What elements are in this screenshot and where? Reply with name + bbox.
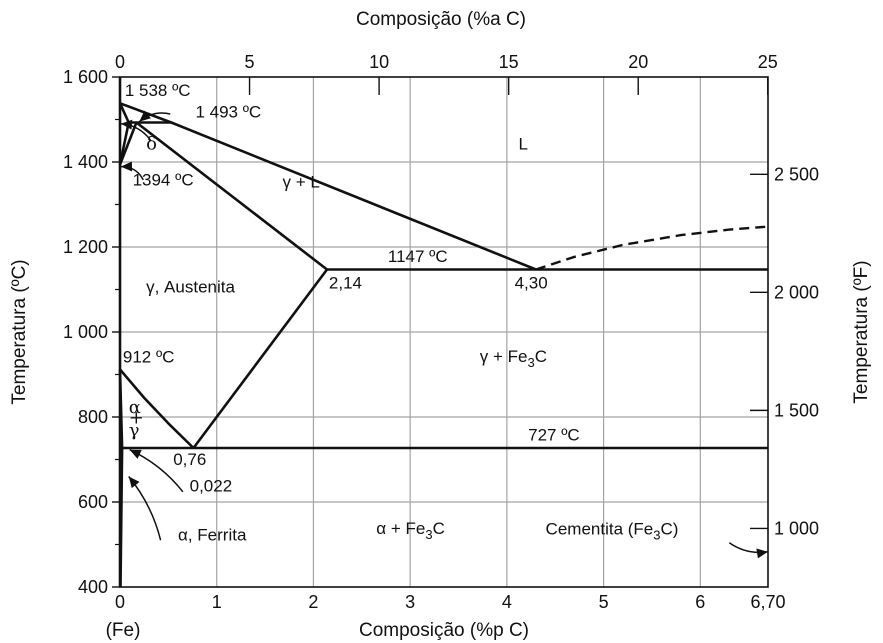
label-text-after: C) (660, 520, 678, 539)
label-text: 2,14 (329, 274, 362, 293)
left-tick-label: 600 (78, 492, 108, 512)
bottom-tick-label: 4 (502, 592, 512, 612)
greek-phase-label: + (129, 407, 144, 428)
arrowhead (756, 548, 768, 559)
liquidus-dashed-line (535, 225, 769, 271)
diagram-label: γ + L (282, 173, 319, 192)
diagram-label: α, Ferrita (178, 525, 247, 544)
diagram-label: 912 ºC (123, 348, 175, 367)
top-tick-label: 15 (499, 52, 519, 72)
label-subscript: 3 (528, 355, 535, 370)
left-tick-label: 1 000 (63, 322, 108, 342)
bottom-axis-title: Composição (%p C) (359, 620, 529, 641)
arrowhead (129, 449, 142, 459)
diagram-label: Cementita (Fe3C) (546, 520, 679, 543)
right-tick-label: 2 000 (774, 282, 819, 302)
bottom-tick-label: 6 (695, 592, 705, 612)
label-subscript: 3 (425, 527, 432, 542)
bottom-tick-label: 3 (405, 592, 415, 612)
bottom-tick-label: 1 (212, 592, 222, 612)
right-tick-label: 1 000 (774, 518, 819, 538)
phase-boundary-line (118, 102, 130, 124)
right-axis-title: Temperatura (ºF) (851, 260, 872, 403)
label-text: γ + Fe (480, 347, 528, 366)
label-text-after: C (535, 347, 547, 366)
diagram-label: α + Fe3C (376, 519, 445, 542)
label-text: γ + L (282, 173, 319, 192)
diagram-label: 0,76 (173, 450, 206, 469)
label-text: γ, Austenita (146, 277, 235, 296)
right-tick-label: 1 500 (774, 400, 819, 420)
phase-boundary-line (118, 122, 138, 166)
diagram-label: 1394 ºC (133, 170, 194, 189)
label-text: 912 ºC (123, 348, 175, 367)
label-text: α + Fe (376, 519, 425, 538)
diagram-label: 1147 ºC (388, 247, 448, 266)
diagram-label: 4,30 (515, 274, 548, 293)
label-text: 0,76 (173, 450, 206, 469)
diagram-label: 2,14 (329, 274, 362, 293)
bottom-tick-label: 6,70 (750, 592, 785, 612)
top-tick-label: 10 (369, 52, 389, 72)
diagram-label: 1 493 ºC (195, 102, 261, 121)
label-text-after: C (433, 519, 445, 538)
grid (120, 77, 768, 587)
phase-boundaries (118, 77, 769, 588)
greek-phase-label: α (129, 397, 141, 418)
label-text: 4,30 (515, 274, 548, 293)
left-tick-label: 800 (78, 407, 108, 427)
diagram-label: 727 ºC (528, 425, 580, 444)
bottom-tick-label: 2 (308, 592, 318, 612)
arrowhead (128, 476, 140, 489)
phase-boundary-line (135, 121, 328, 271)
label-text: Cementita (Fe (546, 520, 654, 539)
label-text: 1 493 ºC (195, 102, 261, 121)
right-tick-label: 2 500 (774, 164, 819, 184)
left-tick-label: 1 200 (63, 237, 108, 257)
tick-labels: 0 1 2 3 4 5 6 6,70 400 600 800 1 000 1 200 1 400 1 600… (63, 52, 819, 612)
region-labels: 1 538 ºC1 493 ºC 1394 ºC Lγ + L 1147 ºC 2,14… (123, 81, 679, 544)
left-tick-label: 1 400 (63, 152, 108, 172)
greek-phase-label: γ (129, 420, 140, 441)
label-subscript: 3 (653, 528, 660, 543)
label-text: 727 ºC (528, 425, 580, 444)
diagram-label: γ + Fe3C (480, 347, 547, 370)
left-tick-label: 400 (78, 577, 108, 597)
top-tick-label: 0 (115, 52, 125, 72)
label-text: 1 538 ºC (125, 81, 191, 100)
left-tick-label: 1 600 (63, 67, 108, 87)
greek-phase-label: δ (146, 133, 157, 154)
bottom-tick-label: 5 (599, 592, 609, 612)
top-axis-title: Composição (%a C) (356, 9, 526, 30)
bottom-tick-label: 0 (115, 592, 125, 612)
label-text: 1147 ºC (388, 247, 448, 266)
diagram-label: 0,022 (190, 476, 233, 495)
arrowhead (120, 161, 133, 172)
top-tick-label: 25 (758, 52, 778, 72)
arrowhead (139, 110, 151, 122)
fe-origin-label: (Fe) (106, 620, 141, 641)
label-text: 1394 ºC (133, 170, 194, 189)
label-text: 0,022 (190, 476, 233, 495)
label-text: L (518, 134, 527, 153)
top-tick-label: 5 (245, 52, 255, 72)
phase-boundary-line (119, 368, 195, 449)
top-tick-label: 20 (628, 52, 648, 72)
left-axis-title: Temperatura (ºC) (9, 259, 30, 404)
diagram-label: L (518, 134, 527, 153)
diagram-label: γ, Austenita (146, 277, 235, 296)
annotation-arrows (120, 110, 769, 559)
arrowhead (120, 119, 133, 130)
diagram-label: 1 538 ºC (125, 81, 191, 100)
phase-boundary-line (192, 268, 329, 449)
label-text: α, Ferrita (178, 525, 247, 544)
